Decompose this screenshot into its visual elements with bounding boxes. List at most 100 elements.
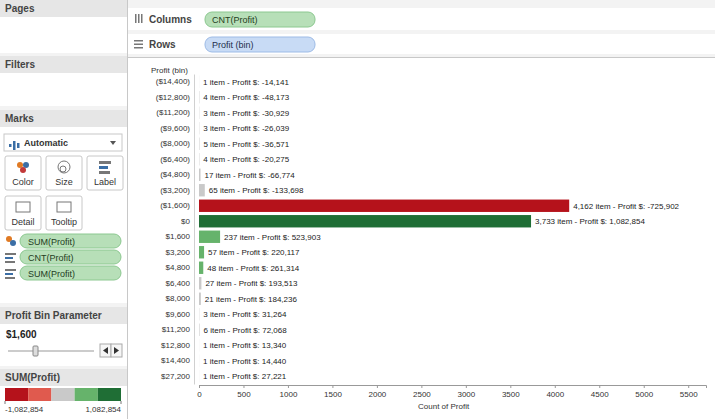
rows-pill[interactable]	[205, 37, 315, 52]
bar[interactable]	[199, 184, 205, 196]
mark-pill-label[interactable]: CNT(Profit)	[28, 253, 74, 263]
mark-pill[interactable]	[20, 266, 121, 280]
bar[interactable]	[199, 76, 200, 88]
mark-button[interactable]	[46, 156, 82, 190]
mark-button-label[interactable]: Color	[12, 177, 34, 187]
mark-button[interactable]	[5, 196, 41, 230]
bar[interactable]	[199, 262, 203, 274]
y-tick: $4,800	[166, 263, 194, 272]
x-axis-title: Count of Profit	[418, 402, 470, 411]
pages-shelf[interactable]	[0, 17, 127, 53]
x-tick: 0	[197, 385, 202, 399]
x-axis-line	[200, 386, 707, 389]
bar[interactable]	[199, 91, 200, 103]
color-legend-label: -1,082,854	[5, 405, 44, 414]
x-tick-mark	[466, 385, 467, 388]
pill-icon	[5, 277, 15, 279]
bar[interactable]	[199, 324, 200, 336]
data-label: 1 item - Profit $: 14,440	[203, 357, 287, 366]
mark-pill[interactable]	[20, 250, 121, 264]
data-label: 3 item - Profit $: -26,039	[203, 124, 289, 133]
mark-type-icon	[9, 144, 12, 147]
x-tick: 4000	[546, 385, 564, 399]
y-tick-label: ($11,200)	[156, 108, 190, 117]
data-label: 17 item - Profit $: -66,774	[205, 171, 296, 180]
bar[interactable]	[199, 246, 204, 258]
x-tick: 1500	[324, 385, 342, 399]
bar[interactable]	[199, 200, 569, 212]
bar[interactable]	[199, 293, 201, 305]
bar[interactable]	[199, 122, 200, 134]
color-legend-card	[0, 386, 127, 419]
pill-icon	[10, 240, 16, 246]
bar[interactable]	[199, 153, 200, 165]
y-tick: $27,200	[161, 372, 194, 381]
mark-pill[interactable]	[20, 234, 121, 248]
parameter-header	[0, 307, 127, 324]
mark-pill-label[interactable]: SUM(Profit)	[28, 269, 75, 279]
color-icon	[23, 162, 29, 168]
step-up-arrow	[114, 347, 119, 354]
columns-icon	[135, 14, 137, 23]
y-tick: $14,400	[161, 356, 194, 365]
bar[interactable]	[199, 169, 201, 181]
bar[interactable]	[199, 277, 201, 289]
y-tick: ($12,800)	[156, 93, 194, 102]
y-tick-label: $14,400	[161, 356, 190, 365]
marks-header	[0, 110, 127, 127]
filters-shelf[interactable]	[0, 73, 127, 106]
x-tick-label: 5500	[680, 390, 698, 399]
mark-button[interactable]	[5, 156, 41, 190]
step-down[interactable]	[100, 344, 111, 357]
bar[interactable]	[199, 107, 200, 119]
y-tick: ($8,000)	[160, 139, 194, 148]
data-label: 3 item - Profit $: 31,264	[203, 310, 287, 319]
x-tick-label: 5000	[635, 390, 653, 399]
x-tick-mark	[688, 385, 689, 388]
rows-shelf[interactable]	[128, 34, 715, 54]
bar[interactable]	[199, 215, 531, 227]
columns-shelf[interactable]	[128, 8, 715, 30]
label-icon	[99, 171, 110, 174]
mark-type-dropdown[interactable]	[4, 134, 122, 151]
slider-thumb[interactable]	[33, 346, 38, 356]
bar[interactable]	[199, 370, 200, 382]
filters-title: Filters	[5, 59, 35, 70]
x-tick: 1000	[280, 385, 298, 399]
bar[interactable]	[199, 339, 200, 351]
x-tick-mark	[644, 385, 645, 388]
background	[0, 0, 715, 419]
mark-button[interactable]	[46, 196, 82, 230]
color-legend-label: 1,082,854	[85, 405, 121, 414]
bar[interactable]	[199, 138, 200, 150]
pill-icon	[5, 261, 15, 263]
size-icon	[60, 166, 66, 172]
mark-button-label[interactable]: Label	[94, 177, 116, 187]
bar[interactable]	[199, 231, 220, 243]
y-tick: ($11,200)	[156, 108, 194, 117]
page: PagesFiltersMarksAutomaticColorSizeLabel…	[0, 0, 715, 419]
mark-pill-label[interactable]: SUM(Profit)	[28, 237, 75, 247]
mark-button-label[interactable]: Size	[55, 177, 73, 187]
x-tick-mark	[199, 385, 200, 388]
data-label: 27 item - Profit $: 193,513	[205, 279, 298, 288]
mark-button-label[interactable]: Tooltip	[51, 217, 77, 227]
bar[interactable]	[199, 308, 200, 320]
columns-pill[interactable]	[205, 12, 315, 27]
bar[interactable]	[199, 355, 200, 367]
mark-type[interactable]: Automatic	[24, 138, 68, 148]
y-tick-label: $9,600	[166, 310, 191, 319]
color-legend-title: SUM(Profit)	[5, 372, 60, 383]
color-legend-tick	[5, 401, 6, 404]
mark-button-label[interactable]: Detail	[11, 217, 34, 227]
x-tick: 2500	[413, 385, 431, 399]
columns-pill-label[interactable]: CNT(Profit)	[212, 15, 258, 25]
y-tick: ($6,400)	[160, 155, 194, 164]
mark-button[interactable]	[87, 156, 123, 190]
color-legend-header	[0, 369, 127, 386]
rows-pill-label[interactable]: Profit (bin)	[212, 40, 254, 50]
y-tick: $12,800	[161, 341, 194, 350]
x-tick-label: 3500	[502, 390, 520, 399]
step-up[interactable]	[111, 344, 122, 357]
columns-icon	[138, 14, 140, 23]
